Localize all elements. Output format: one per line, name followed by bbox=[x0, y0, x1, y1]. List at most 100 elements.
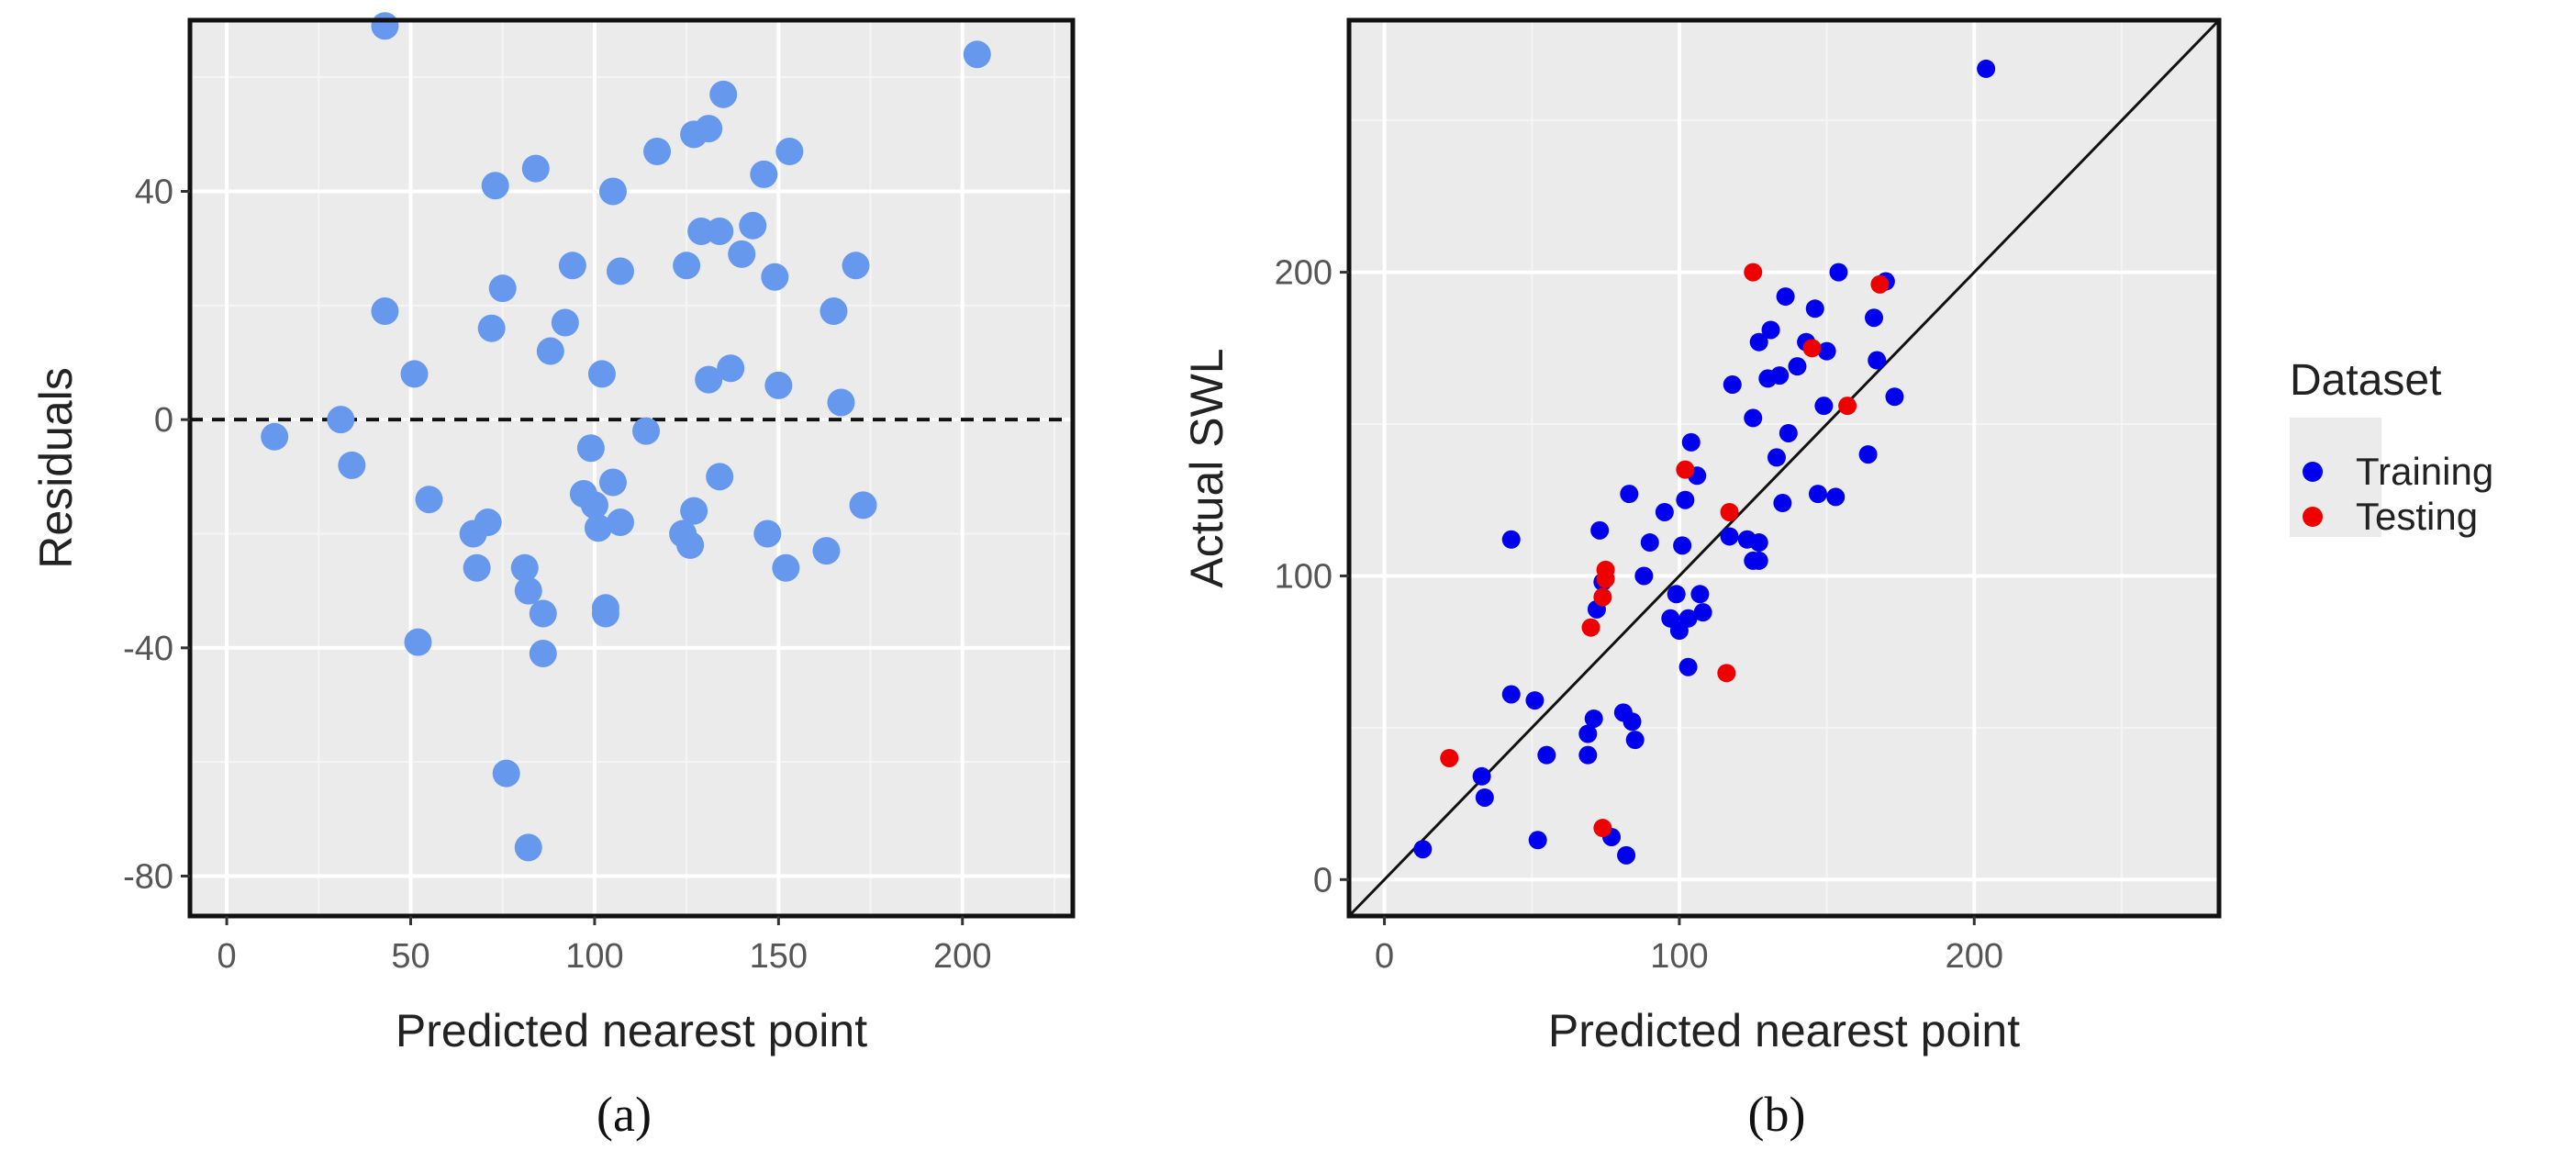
panel-b-x-ticks: 0 100 200 bbox=[1375, 916, 2003, 976]
residual-point bbox=[775, 137, 804, 165]
residual-point bbox=[404, 628, 432, 656]
training-point bbox=[1678, 609, 1698, 628]
residual-point bbox=[706, 463, 734, 491]
residual-point bbox=[529, 640, 557, 668]
training-point bbox=[1584, 709, 1603, 728]
legend-training-key bbox=[2303, 462, 2323, 482]
training-point bbox=[1829, 263, 1848, 282]
residual-point bbox=[514, 576, 542, 605]
residual-point bbox=[587, 360, 616, 388]
testing-point bbox=[1593, 819, 1612, 838]
training-point bbox=[1826, 487, 1846, 507]
residual-point bbox=[558, 251, 586, 280]
training-point bbox=[1501, 685, 1521, 704]
training-point bbox=[1773, 494, 1792, 513]
training-point bbox=[1805, 299, 1824, 318]
training-point bbox=[1475, 788, 1494, 807]
residual-point bbox=[371, 12, 399, 40]
residual-point bbox=[676, 531, 705, 559]
testing-point bbox=[1720, 502, 1739, 521]
residual-point bbox=[709, 80, 738, 108]
legend-title: Dataset bbox=[2290, 356, 2441, 405]
residual-point bbox=[750, 160, 778, 188]
panel-a-x-axis-title: Predicted nearest point bbox=[396, 1005, 867, 1056]
residual-point bbox=[739, 211, 767, 240]
residual-point bbox=[764, 371, 793, 399]
training-point bbox=[1623, 712, 1642, 732]
training-point bbox=[1817, 341, 1836, 361]
residual-point bbox=[400, 360, 429, 388]
testing-point bbox=[1744, 263, 1763, 282]
residual-point bbox=[576, 434, 605, 463]
residual-point bbox=[514, 833, 542, 862]
residual-point bbox=[842, 251, 870, 280]
panel-a-y-ticks: -80 -40 0 40 bbox=[123, 173, 190, 896]
testing-point bbox=[1596, 560, 1615, 579]
training-point bbox=[1690, 585, 1710, 604]
residual-point bbox=[415, 486, 443, 514]
training-point bbox=[1767, 448, 1786, 467]
residual-point bbox=[827, 388, 855, 417]
y-tick-label: -80 bbox=[123, 857, 173, 896]
residual-point bbox=[477, 314, 506, 342]
x-tick-label: 50 bbox=[391, 937, 429, 976]
training-point bbox=[1770, 366, 1790, 385]
training-point bbox=[1578, 745, 1598, 765]
legend: Dataset Training Testing bbox=[2290, 356, 2493, 538]
training-point bbox=[1868, 351, 1887, 370]
legend-training-label: Training bbox=[2356, 450, 2493, 493]
y-tick-label: 0 bbox=[1313, 861, 1333, 899]
residual-point bbox=[680, 497, 708, 525]
training-point bbox=[1808, 485, 1827, 504]
panel-a-points bbox=[261, 12, 991, 862]
residual-point bbox=[632, 417, 661, 445]
y-tick-label: 40 bbox=[135, 173, 173, 211]
training-point bbox=[1723, 375, 1742, 395]
training-point bbox=[1655, 502, 1674, 521]
training-point bbox=[1885, 387, 1904, 407]
training-point bbox=[1779, 423, 1798, 442]
residual-point bbox=[673, 251, 701, 280]
panel-b-gridlines bbox=[1349, 20, 2219, 916]
panel-a-y-axis-title: Residuals bbox=[30, 367, 82, 569]
y-tick-label: 0 bbox=[154, 401, 173, 440]
x-tick-label: 0 bbox=[217, 937, 237, 976]
training-point bbox=[1620, 485, 1639, 504]
training-point bbox=[1749, 551, 1768, 570]
training-point bbox=[1617, 845, 1636, 865]
residual-point bbox=[521, 154, 550, 183]
panel-b-plot-border bbox=[1346, 17, 2222, 919]
testing-point bbox=[1581, 618, 1600, 637]
residual-point bbox=[551, 308, 579, 337]
training-point bbox=[1865, 308, 1884, 328]
panel-b-caption: (b) bbox=[1748, 1087, 1806, 1142]
testing-point bbox=[1593, 587, 1612, 607]
y-tick-label: 200 bbox=[1275, 254, 1333, 293]
residual-point bbox=[717, 354, 745, 383]
panel-b-identity-line bbox=[1347, 18, 2221, 918]
x-tick-label: 200 bbox=[933, 937, 991, 976]
residual-point bbox=[753, 520, 782, 548]
x-tick-label: 100 bbox=[1650, 937, 1708, 976]
x-tick-label: 0 bbox=[1375, 937, 1394, 976]
panel-a-caption: (a) bbox=[597, 1087, 652, 1142]
training-point bbox=[1528, 831, 1547, 850]
training-point bbox=[1776, 287, 1795, 307]
residual-point bbox=[580, 491, 608, 520]
testing-point bbox=[1870, 274, 1890, 294]
training-point bbox=[1590, 520, 1610, 540]
residual-point bbox=[772, 553, 800, 582]
residual-point bbox=[492, 759, 520, 788]
training-point bbox=[1749, 332, 1768, 352]
residual-point bbox=[643, 137, 672, 165]
training-point bbox=[1525, 691, 1544, 710]
training-point bbox=[1625, 731, 1645, 750]
residual-point bbox=[371, 297, 399, 326]
residual-point bbox=[695, 365, 723, 394]
legend-testing-label: Testing bbox=[2356, 495, 2478, 538]
residual-point bbox=[706, 218, 734, 246]
residual-point bbox=[761, 263, 789, 291]
training-point bbox=[1788, 357, 1807, 376]
residual-point bbox=[488, 274, 517, 303]
